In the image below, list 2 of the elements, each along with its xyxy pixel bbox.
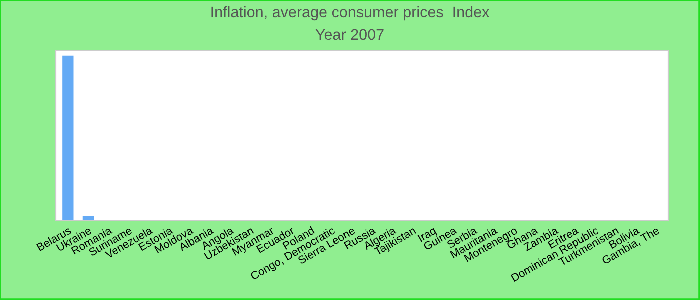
chart-title: Inflation, average consumer prices Index xyxy=(212,6,490,21)
chart-subtitle: Year 2007 xyxy=(316,29,384,40)
